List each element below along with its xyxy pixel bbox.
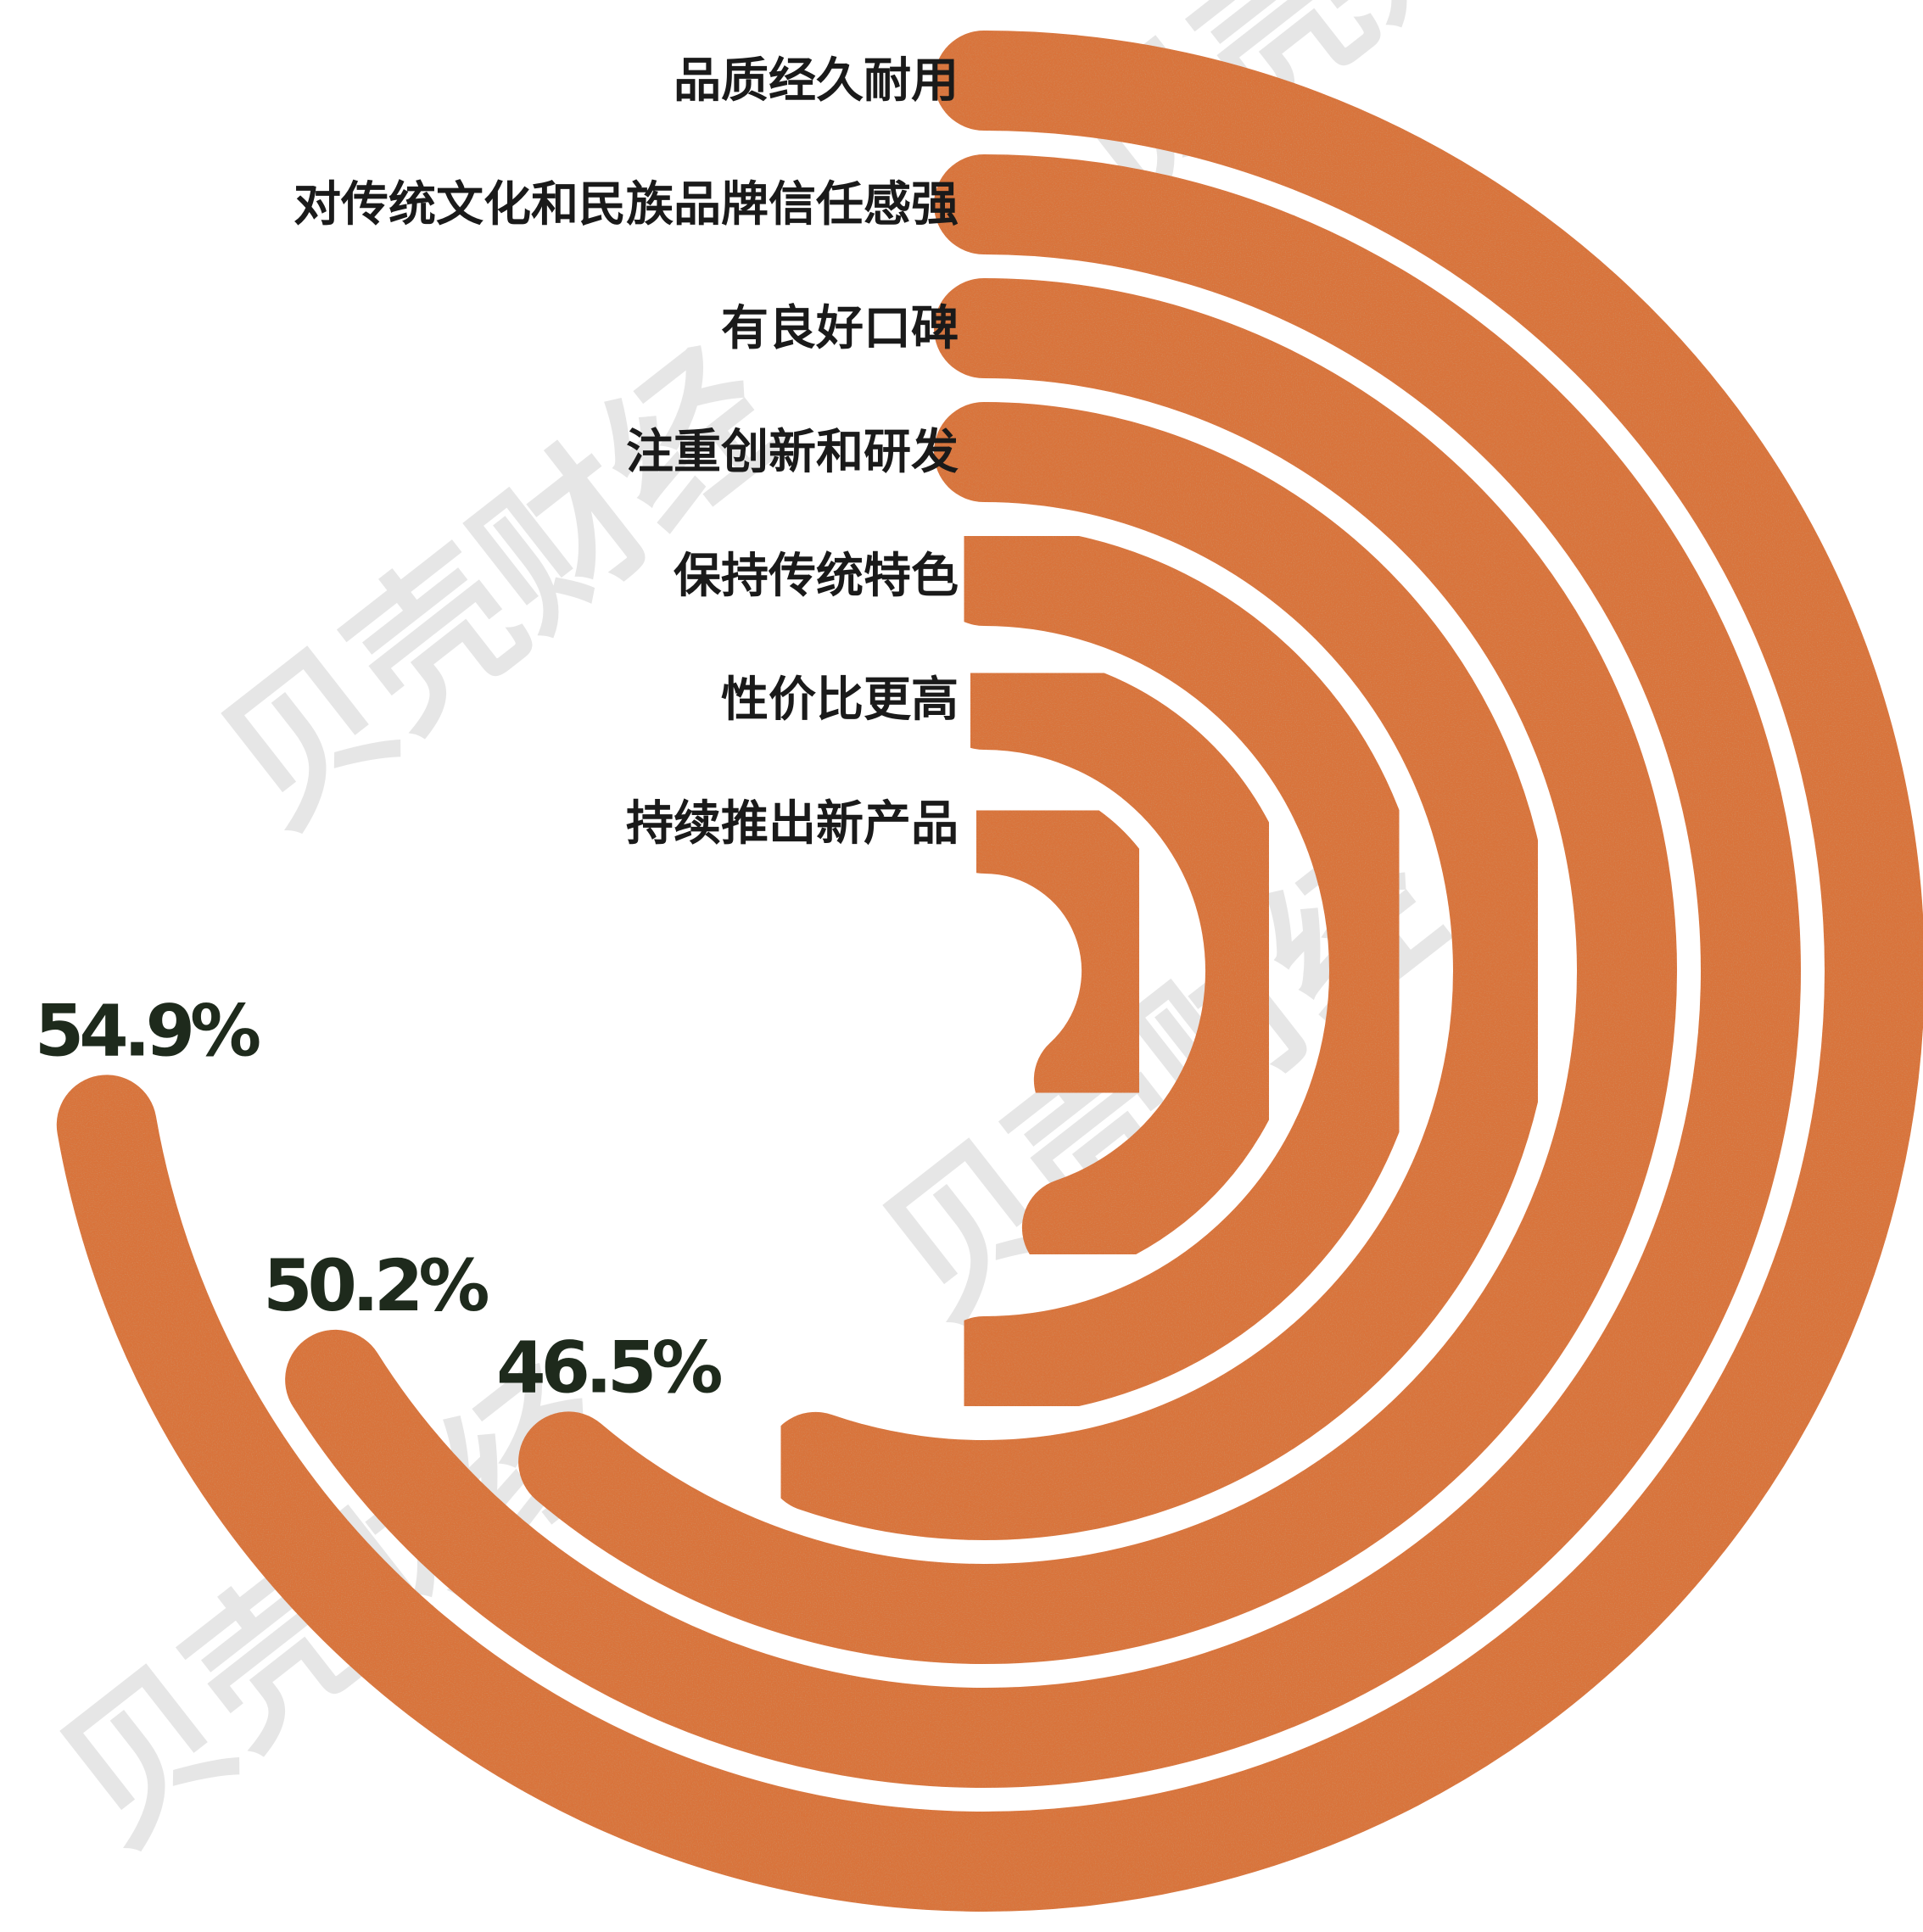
value-label-2: 50.2% xyxy=(263,1244,488,1327)
category-label-5: 保持传统特色 xyxy=(674,549,959,604)
value-label-3: 46.5% xyxy=(496,1326,721,1409)
category-label-7: 持续推出新产品 xyxy=(626,796,959,852)
bar-arc-7 xyxy=(984,824,1132,1080)
category-label-2: 对传统文化和民族品牌信任感强 xyxy=(293,177,959,232)
category-label-4: 注重创新和研发 xyxy=(626,425,959,480)
category-label-3: 有良好口碑 xyxy=(721,301,959,356)
bar-layer xyxy=(107,81,1875,1862)
category-label-1: 品质经久耐用 xyxy=(674,53,959,109)
category-label-6: 性价比更高 xyxy=(721,673,959,728)
value-label-1: 54.9% xyxy=(35,989,260,1072)
